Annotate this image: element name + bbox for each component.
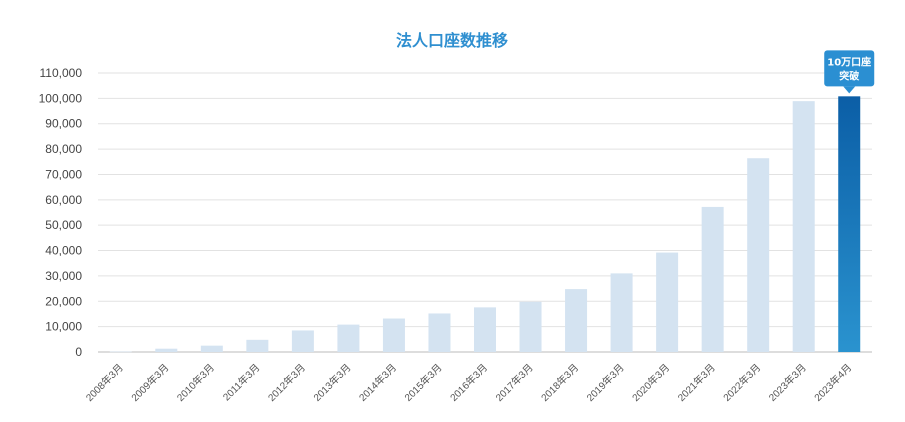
y-tick-label: 70,000	[45, 167, 82, 181]
bar	[337, 324, 360, 352]
gridlines	[98, 72, 872, 353]
y-tick-label: 50,000	[45, 218, 82, 232]
y-axis: 0 10,000 20,000 30,000 40,000 50,000 60,000 70,…	[39, 66, 83, 359]
x-tick-label: 2009年3月	[128, 361, 171, 404]
x-tick-label: 2010年3月	[174, 361, 217, 404]
bar	[792, 101, 815, 353]
x-axis: 2008年3月 2009年3月 2010年3月 2011年3月 2012年3月 2013年…	[83, 361, 854, 404]
x-tick-label: 2016年3月	[447, 361, 490, 404]
y-tick-label: 30,000	[45, 269, 82, 283]
callout-line1: 10万口座	[827, 55, 871, 68]
bar	[109, 351, 132, 353]
x-tick-label: 2013年3月	[311, 361, 354, 404]
bar	[200, 345, 223, 352]
y-tick-label: 60,000	[45, 193, 82, 207]
callout-box	[824, 50, 875, 87]
y-tick-label: 10,000	[45, 320, 82, 334]
x-tick-label: 2011年3月	[220, 361, 262, 403]
chart-title: 法人口座数推移	[396, 31, 508, 50]
y-tick-label: 20,000	[45, 294, 82, 308]
bar	[701, 206, 724, 352]
x-tick-label: 2017年3月	[493, 361, 536, 404]
x-tick-label: 2023年3月	[766, 361, 809, 404]
x-tick-label: 2019年3月	[584, 361, 627, 404]
y-tick-label: 90,000	[45, 117, 82, 131]
bar	[565, 289, 588, 352]
y-tick-label: 80,000	[45, 142, 82, 156]
bar-highlight	[838, 96, 861, 352]
x-tick-label: 2008年3月	[83, 361, 126, 404]
bar	[610, 273, 633, 352]
x-tick-label: 2012年3月	[265, 361, 308, 404]
annotation-callout: 10万口座 突破	[824, 50, 875, 94]
y-tick-label: 0	[75, 345, 82, 359]
x-tick-label: 2014年3月	[356, 361, 399, 404]
bar	[246, 339, 269, 352]
bar	[747, 158, 770, 352]
bar	[656, 252, 679, 352]
y-tick-label: 100,000	[39, 91, 83, 105]
bars	[109, 96, 861, 353]
bar	[519, 301, 542, 352]
x-tick-label: 2020年3月	[629, 361, 672, 404]
bar	[291, 330, 314, 352]
bar	[382, 318, 405, 352]
y-tick-label: 40,000	[45, 244, 82, 258]
x-tick-label: 2018年3月	[538, 361, 581, 404]
x-tick-label: 2023年4月	[811, 361, 854, 404]
bar	[474, 307, 496, 352]
x-tick-label: 2022年3月	[720, 361, 763, 404]
callout-line2: 突破	[839, 69, 859, 82]
bar	[155, 348, 178, 352]
bar	[428, 313, 451, 352]
x-tick-label: 2015年3月	[402, 361, 445, 404]
callout-pointer	[843, 86, 856, 94]
y-tick-label: 110,000	[40, 66, 83, 80]
x-tick-label: 2021年3月	[675, 361, 718, 404]
